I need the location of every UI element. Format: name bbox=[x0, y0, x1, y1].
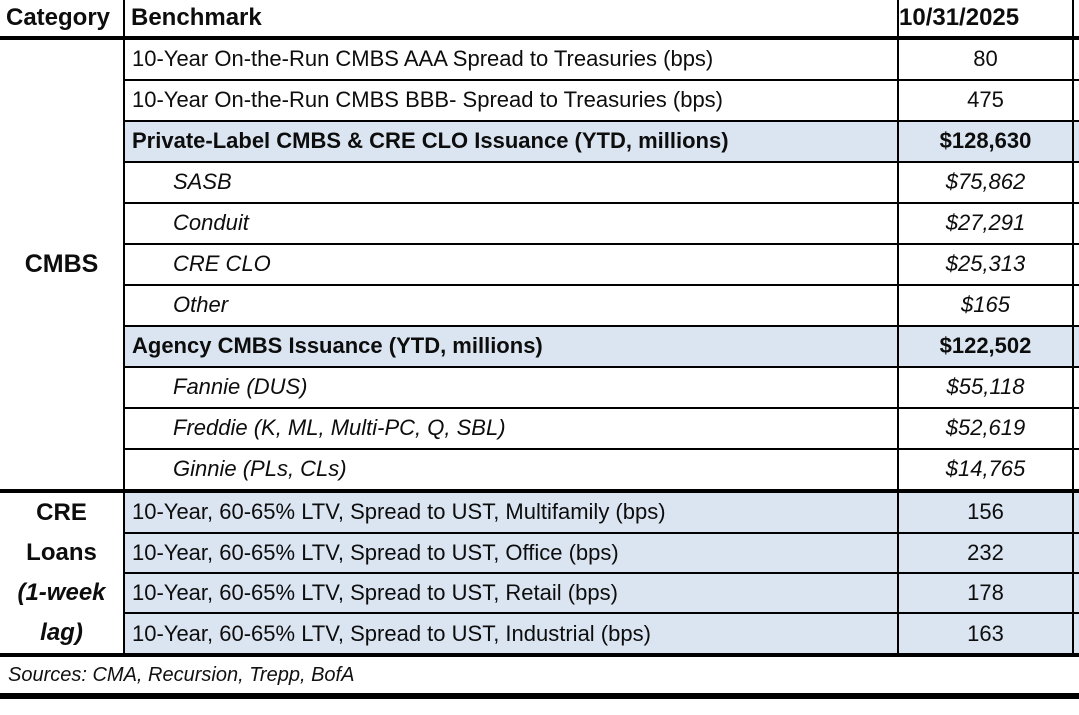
table-row: CRE Loans (1-week lag) 10-Year, 60-65% L… bbox=[0, 491, 1079, 657]
benchmark-cell: 10-Year, 60-65% LTV, Spread to UST, Offi… bbox=[124, 532, 899, 574]
value-cell: $122,502 bbox=[898, 326, 1074, 368]
table-row-subitem: Other $165 bbox=[0, 285, 1079, 327]
value-cell: $27,291 bbox=[898, 203, 1074, 245]
benchmark-cell: SASB bbox=[124, 162, 899, 204]
sliver-cell bbox=[1073, 244, 1079, 286]
table-row-subitem: Freddie (K, ML, Multi-PC, Q, SBL) $52,61… bbox=[0, 408, 1079, 450]
benchmark-cell: Private-Label CMBS & CRE CLO Issuance (Y… bbox=[124, 121, 899, 163]
value-cell: 178 bbox=[898, 572, 1074, 615]
benchmark-cell: 10-Year On-the-Run CMBS AAA Spread to Tr… bbox=[124, 38, 899, 81]
value-cell: 156 bbox=[898, 491, 1074, 534]
value-cell: $14,765 bbox=[898, 449, 1074, 493]
table-row: 10-Year On-the-Run CMBS BBB- Spread to T… bbox=[0, 80, 1079, 122]
value-cell: 80 bbox=[898, 38, 1074, 81]
benchmark-cell: 10-Year On-the-Run CMBS BBB- Spread to T… bbox=[124, 80, 899, 122]
sliver-cell bbox=[1073, 203, 1079, 245]
category-label-line: CRE bbox=[36, 499, 87, 526]
sliver-cell bbox=[1073, 491, 1079, 534]
benchmark-cell: Ginnie (PLs, CLs) bbox=[124, 449, 899, 493]
sliver-cell bbox=[1073, 408, 1079, 450]
value-cell: $55,118 bbox=[898, 367, 1074, 409]
table-row: 10-Year, 60-65% LTV, Spread to UST, Indu… bbox=[0, 613, 1079, 657]
benchmark-cell: Agency CMBS Issuance (YTD, millions) bbox=[124, 326, 899, 368]
sources-note: Sources: CMA, Recursion, Trepp, BofA bbox=[8, 663, 355, 686]
sliver-cell bbox=[1073, 449, 1079, 493]
sliver-cell bbox=[1073, 613, 1079, 657]
value-cell: $165 bbox=[898, 285, 1074, 327]
header-category: Category bbox=[0, 0, 125, 40]
table-row: CMBS 10-Year On-the-Run CMBS AAA Spread … bbox=[0, 38, 1079, 493]
category-label-line: lag) bbox=[40, 619, 83, 646]
header-next-column-sliver bbox=[1073, 0, 1079, 40]
table-row: 10-Year, 60-65% LTV, Spread to UST, Reta… bbox=[0, 572, 1079, 615]
value-cell: 163 bbox=[898, 613, 1074, 657]
sliver-cell bbox=[1073, 285, 1079, 327]
table-row-section-header: Agency CMBS Issuance (YTD, millions) $12… bbox=[0, 326, 1079, 368]
benchmark-cell: Fannie (DUS) bbox=[124, 367, 899, 409]
table-row-subitem: Conduit $27,291 bbox=[0, 203, 1079, 245]
sliver-cell bbox=[1073, 162, 1079, 204]
benchmark-cell: 10-Year, 60-65% LTV, Spread to UST, Mult… bbox=[124, 491, 899, 534]
benchmark-table: Category Benchmark 10/31/2025 CMBS 10-Ye… bbox=[0, 0, 1079, 657]
sliver-cell bbox=[1073, 572, 1079, 615]
table-header-row: Category Benchmark 10/31/2025 bbox=[0, 0, 1079, 40]
benchmark-cell: Conduit bbox=[124, 203, 899, 245]
value-cell: $128,630 bbox=[898, 121, 1074, 163]
category-cell-cmbs: CMBS bbox=[0, 38, 125, 493]
sliver-cell bbox=[1073, 326, 1079, 368]
table-row-subitem: Ginnie (PLs, CLs) $14,765 bbox=[0, 449, 1079, 493]
header-benchmark: Benchmark bbox=[124, 0, 899, 40]
sliver-cell bbox=[1073, 80, 1079, 122]
bottom-rule bbox=[0, 693, 1079, 699]
benchmark-cell: Freddie (K, ML, Multi-PC, Q, SBL) bbox=[124, 408, 899, 450]
value-cell: $75,862 bbox=[898, 162, 1074, 204]
benchmark-cell: CRE CLO bbox=[124, 244, 899, 286]
value-cell: $25,313 bbox=[898, 244, 1074, 286]
benchmark-cell: 10-Year, 60-65% LTV, Spread to UST, Indu… bbox=[124, 613, 899, 657]
category-cell-cre-loans: CRE Loans (1-week lag) bbox=[0, 491, 125, 657]
category-label-line: Loans bbox=[26, 539, 97, 566]
table-row-subitem: Fannie (DUS) $55,118 bbox=[0, 367, 1079, 409]
table-row-section-header: Private-Label CMBS & CRE CLO Issuance (Y… bbox=[0, 121, 1079, 163]
sliver-cell bbox=[1073, 121, 1079, 163]
sliver-cell bbox=[1073, 532, 1079, 574]
table-row-subitem: SASB $75,862 bbox=[0, 162, 1079, 204]
header-date: 10/31/2025 bbox=[898, 0, 1074, 40]
sliver-cell bbox=[1073, 38, 1079, 81]
benchmark-cell: 10-Year, 60-65% LTV, Spread to UST, Reta… bbox=[124, 572, 899, 615]
table-row-subitem: CRE CLO $25,313 bbox=[0, 244, 1079, 286]
sliver-cell bbox=[1073, 367, 1079, 409]
benchmark-cell: Other bbox=[124, 285, 899, 327]
category-label-line: (1-week bbox=[17, 579, 106, 606]
value-cell: $52,619 bbox=[898, 408, 1074, 450]
value-cell: 232 bbox=[898, 532, 1074, 574]
table-row: 10-Year, 60-65% LTV, Spread to UST, Offi… bbox=[0, 532, 1079, 574]
value-cell: 475 bbox=[898, 80, 1074, 122]
